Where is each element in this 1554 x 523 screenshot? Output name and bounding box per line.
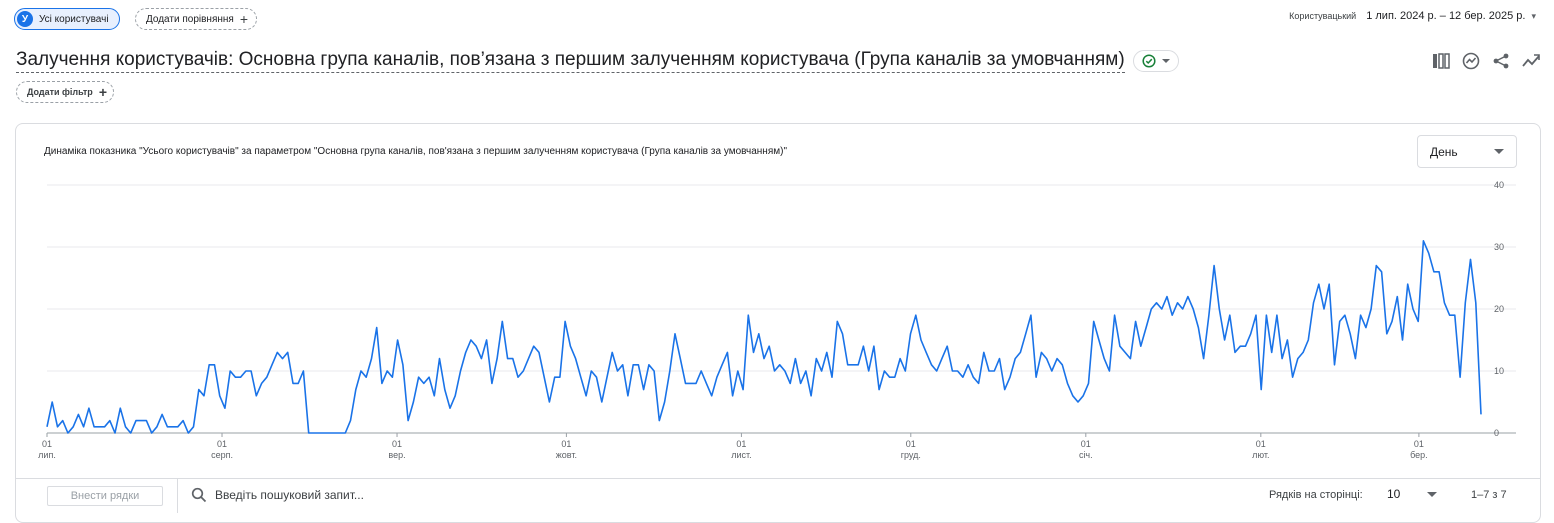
x-tick-day: 01 xyxy=(906,439,916,449)
trend-icon[interactable] xyxy=(1516,50,1546,72)
report-title-row: Залучення користувачів: Основна група ка… xyxy=(16,49,1179,73)
table-search[interactable]: Введіть пошуковий запит... xyxy=(191,487,364,503)
check-circle-icon xyxy=(1142,54,1156,68)
date-range-picker[interactable]: Користувацький 1 лип. 2024 р. – 12 бер. … xyxy=(1289,10,1536,22)
rows-per-page-value: 10 xyxy=(1387,487,1401,501)
period-select-value: День xyxy=(1430,144,1458,159)
y-tick-label: 40 xyxy=(1494,180,1504,190)
x-tick-day: 01 xyxy=(736,439,746,449)
x-tick-month: груд. xyxy=(901,450,921,460)
x-tick-month: бер. xyxy=(1410,450,1428,460)
x-tick-day: 01 xyxy=(1414,439,1424,449)
x-tick-day: 01 xyxy=(42,439,52,449)
x-tick-day: 01 xyxy=(1256,439,1266,449)
y-tick-label: 0 xyxy=(1494,428,1499,438)
caret-down-icon xyxy=(1427,491,1437,497)
segment-avatar: У xyxy=(17,11,33,27)
caret-down-icon xyxy=(1161,59,1170,63)
segment-label: Усі користувачі xyxy=(39,13,109,25)
insights-icon[interactable] xyxy=(1456,50,1486,72)
caret-down-icon xyxy=(1494,149,1504,154)
y-tick-label: 20 xyxy=(1494,304,1504,314)
line-chart: 01020304001лип.01серп.01вер.01жовт.01лис… xyxy=(38,180,1516,460)
report-status-chip[interactable] xyxy=(1132,50,1179,72)
table-toolbar: Внести рядки Введіть пошуковий запит... … xyxy=(15,478,1541,513)
chart-title: Динаміка показника "Усього користувачів"… xyxy=(44,146,787,157)
x-tick-month: вер. xyxy=(388,450,405,460)
top-bar: У Усі користувачі Додати порівняння + Ко… xyxy=(0,0,1554,40)
compare-columns-icon[interactable] xyxy=(1426,50,1456,72)
rows-per-page-label: Рядків на сторінці: xyxy=(1269,489,1363,501)
add-filter-button[interactable]: Додати фільтр + xyxy=(16,81,114,103)
divider xyxy=(177,479,178,513)
segment-chip-all-users[interactable]: У Усі користувачі xyxy=(14,8,120,30)
x-tick-month: серп. xyxy=(211,450,233,460)
add-rows-button[interactable]: Внести рядки xyxy=(47,486,163,506)
x-tick-day: 01 xyxy=(392,439,402,449)
pagination-info: 1–7 з 7 xyxy=(1471,489,1507,501)
add-filter-label: Додати фільтр xyxy=(27,87,93,97)
date-mode-label: Користувацький xyxy=(1289,11,1357,21)
x-tick-month: лист. xyxy=(731,450,751,460)
series-line-users xyxy=(46,240,1482,434)
search-input[interactable]: Введіть пошуковий запит... xyxy=(215,488,364,502)
period-select[interactable]: День xyxy=(1417,135,1517,168)
x-tick-day: 01 xyxy=(1081,439,1091,449)
add-comparison-button[interactable]: Додати порівняння + xyxy=(135,8,258,30)
report-actions xyxy=(1426,50,1546,72)
plus-icon: + xyxy=(239,11,249,27)
x-tick-month: лют. xyxy=(1252,450,1269,460)
x-tick-day: 01 xyxy=(561,439,571,449)
x-tick-month: січ. xyxy=(1079,450,1093,460)
x-tick-day: 01 xyxy=(217,439,227,449)
page-title[interactable]: Залучення користувачів: Основна група ка… xyxy=(16,49,1125,73)
search-icon xyxy=(191,487,207,503)
x-tick-month: жовт. xyxy=(556,450,577,460)
add-comparison-label: Додати порівняння xyxy=(146,13,234,25)
date-range-text: 1 лип. 2024 р. – 12 бер. 2025 р. xyxy=(1366,10,1526,22)
caret-down-icon: ▾ xyxy=(1531,10,1536,21)
y-tick-label: 10 xyxy=(1494,366,1504,376)
rows-per-page-select[interactable]: 10 xyxy=(1387,487,1437,501)
x-tick-month: лип. xyxy=(38,450,56,460)
share-icon[interactable] xyxy=(1486,50,1516,72)
chart-card: Динаміка показника "Усього користувачів"… xyxy=(15,123,1541,523)
plus-icon: + xyxy=(98,84,107,100)
y-tick-label: 30 xyxy=(1494,242,1504,252)
